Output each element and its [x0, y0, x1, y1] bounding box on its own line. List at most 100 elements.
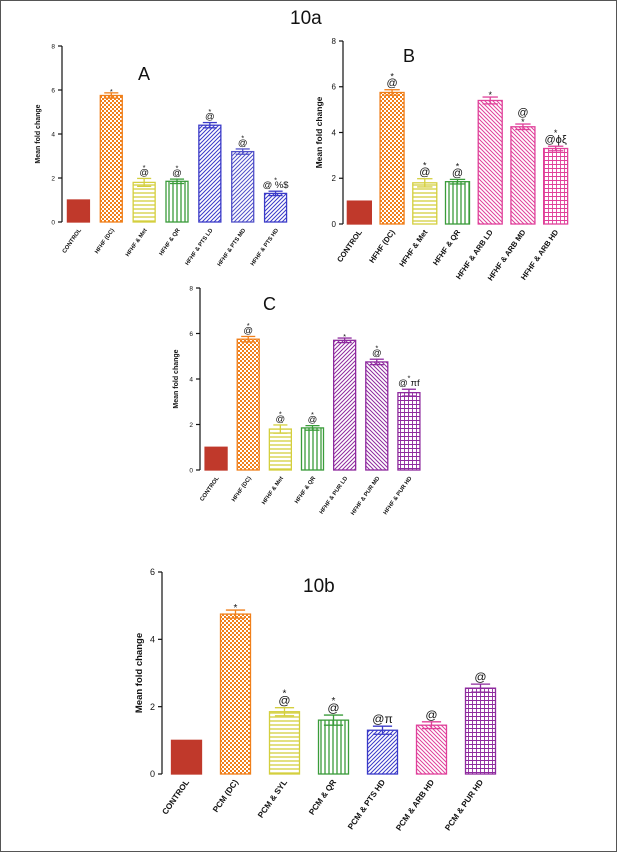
significance-mark: *: [488, 90, 492, 100]
bar: [204, 446, 228, 471]
significance-mark: @: [386, 78, 397, 90]
significance-mark: @: [238, 138, 248, 149]
x-tick-label: HFHF & Met: [125, 228, 149, 258]
y-tick-label: 8: [189, 285, 193, 292]
bar: [542, 147, 569, 225]
figure-title-10b: 10b: [303, 576, 335, 597]
y-tick-label: 0: [150, 769, 155, 779]
bar: [397, 391, 421, 471]
significance-mark: *: [143, 163, 146, 172]
x-tick-label: HFHF & QR: [431, 228, 462, 267]
significance-mark: *: [234, 603, 238, 614]
significance-mark: *: [241, 133, 244, 142]
bar: [379, 91, 405, 225]
significance-mark: @: [327, 701, 339, 715]
bar: [268, 428, 293, 471]
bar: [132, 181, 156, 223]
bar: [165, 180, 189, 223]
y-tick-label: 6: [51, 87, 55, 94]
panel-label: C: [263, 294, 276, 314]
significance-mark: *: [375, 344, 378, 353]
x-tick-label: PCM & ARB HD: [394, 778, 436, 833]
x-tick-label: PCM & QR: [307, 778, 338, 817]
significance-mark: @: [372, 348, 382, 359]
bar: [219, 613, 252, 775]
x-tick-label: HFHF & Met: [397, 228, 429, 269]
significance-mark: @π: [372, 712, 392, 726]
bar: [332, 339, 357, 471]
significance-mark: @: [308, 415, 318, 426]
x-tick-label: PCM & PTS HD: [346, 778, 387, 831]
significance-mark: @: [243, 325, 253, 336]
significance-mark: @: [205, 112, 215, 123]
bar: [66, 199, 91, 223]
significance-mark: *: [283, 689, 287, 700]
significance-mark: @: [172, 168, 182, 179]
x-tick-label: HFHF & QR: [294, 475, 317, 505]
significance-mark: @: [452, 167, 463, 179]
x-tick-label: CONTROL: [161, 778, 192, 816]
bar: [464, 687, 497, 775]
y-tick-label: 4: [150, 635, 155, 645]
significance-mark: *: [554, 128, 558, 138]
bar: [300, 427, 325, 471]
y-tick-label: 6: [150, 567, 155, 577]
bar: [415, 724, 448, 775]
bar: [366, 729, 399, 775]
bar: [198, 124, 222, 223]
x-tick-label: HFHF & Met: [261, 476, 285, 506]
significance-mark: *: [110, 87, 113, 96]
y-tick-label: 8: [51, 43, 55, 50]
bar: [365, 361, 389, 471]
significance-mark: *: [279, 409, 282, 418]
y-axis-label: Mean fold change: [173, 349, 180, 408]
significance-mark: @: [139, 167, 149, 178]
significance-mark: *: [390, 72, 394, 82]
x-tick-label: HFHF & QR: [159, 227, 182, 257]
x-tick-label: HFHF & PUR MD: [350, 476, 381, 517]
x-tick-label: PCM (DC): [211, 778, 240, 814]
y-tick-label: 4: [332, 128, 337, 137]
significance-mark: *: [456, 161, 460, 171]
significance-mark: @: [419, 167, 430, 179]
bar: [510, 126, 536, 225]
y-tick-label: 0: [51, 219, 55, 226]
bar: [477, 99, 503, 225]
bar: [317, 719, 350, 775]
y-tick-label: 0: [332, 220, 337, 229]
significance-mark: *: [332, 696, 336, 707]
bar: [268, 711, 301, 775]
y-tick-label: 8: [332, 37, 337, 46]
x-tick-label: HFHF & PTS HD: [250, 228, 280, 268]
chart-A: 0 2 4 6 8 Mean fold change A CONTROL * HFHF (DC) @…: [35, 43, 289, 267]
x-tick-label: PCM & SYL: [256, 778, 289, 820]
y-tick-label: 2: [189, 422, 193, 429]
y-tick-label: 0: [189, 467, 193, 474]
x-tick-label: HFHF & PUR HD: [383, 476, 414, 516]
bar: [99, 94, 123, 223]
x-tick-label: CONTROL: [335, 228, 364, 264]
bar: [231, 150, 255, 223]
significance-mark: @ πf: [398, 378, 420, 389]
panel-label: A: [138, 64, 150, 84]
significance-mark: @: [278, 694, 290, 708]
y-tick-label: 2: [332, 174, 337, 183]
x-tick-label: HFHF (DC): [231, 476, 253, 503]
figure-title-10a: 10a: [290, 8, 322, 29]
y-axis-label: Mean fold change: [134, 633, 145, 713]
y-tick-label: 6: [332, 83, 337, 92]
bar: [170, 739, 203, 775]
significance-mark: *: [521, 117, 525, 127]
x-tick-label: HFHF (DC): [94, 228, 116, 255]
significance-mark: *: [407, 374, 410, 383]
panel-label: B: [403, 46, 415, 66]
significance-mark: *: [274, 176, 277, 185]
significance-mark: *: [343, 332, 346, 341]
x-tick-label: HFHF & PTS MD: [217, 228, 248, 268]
significance-mark: *: [208, 107, 211, 116]
y-axis-label: Mean fold change: [35, 104, 42, 163]
